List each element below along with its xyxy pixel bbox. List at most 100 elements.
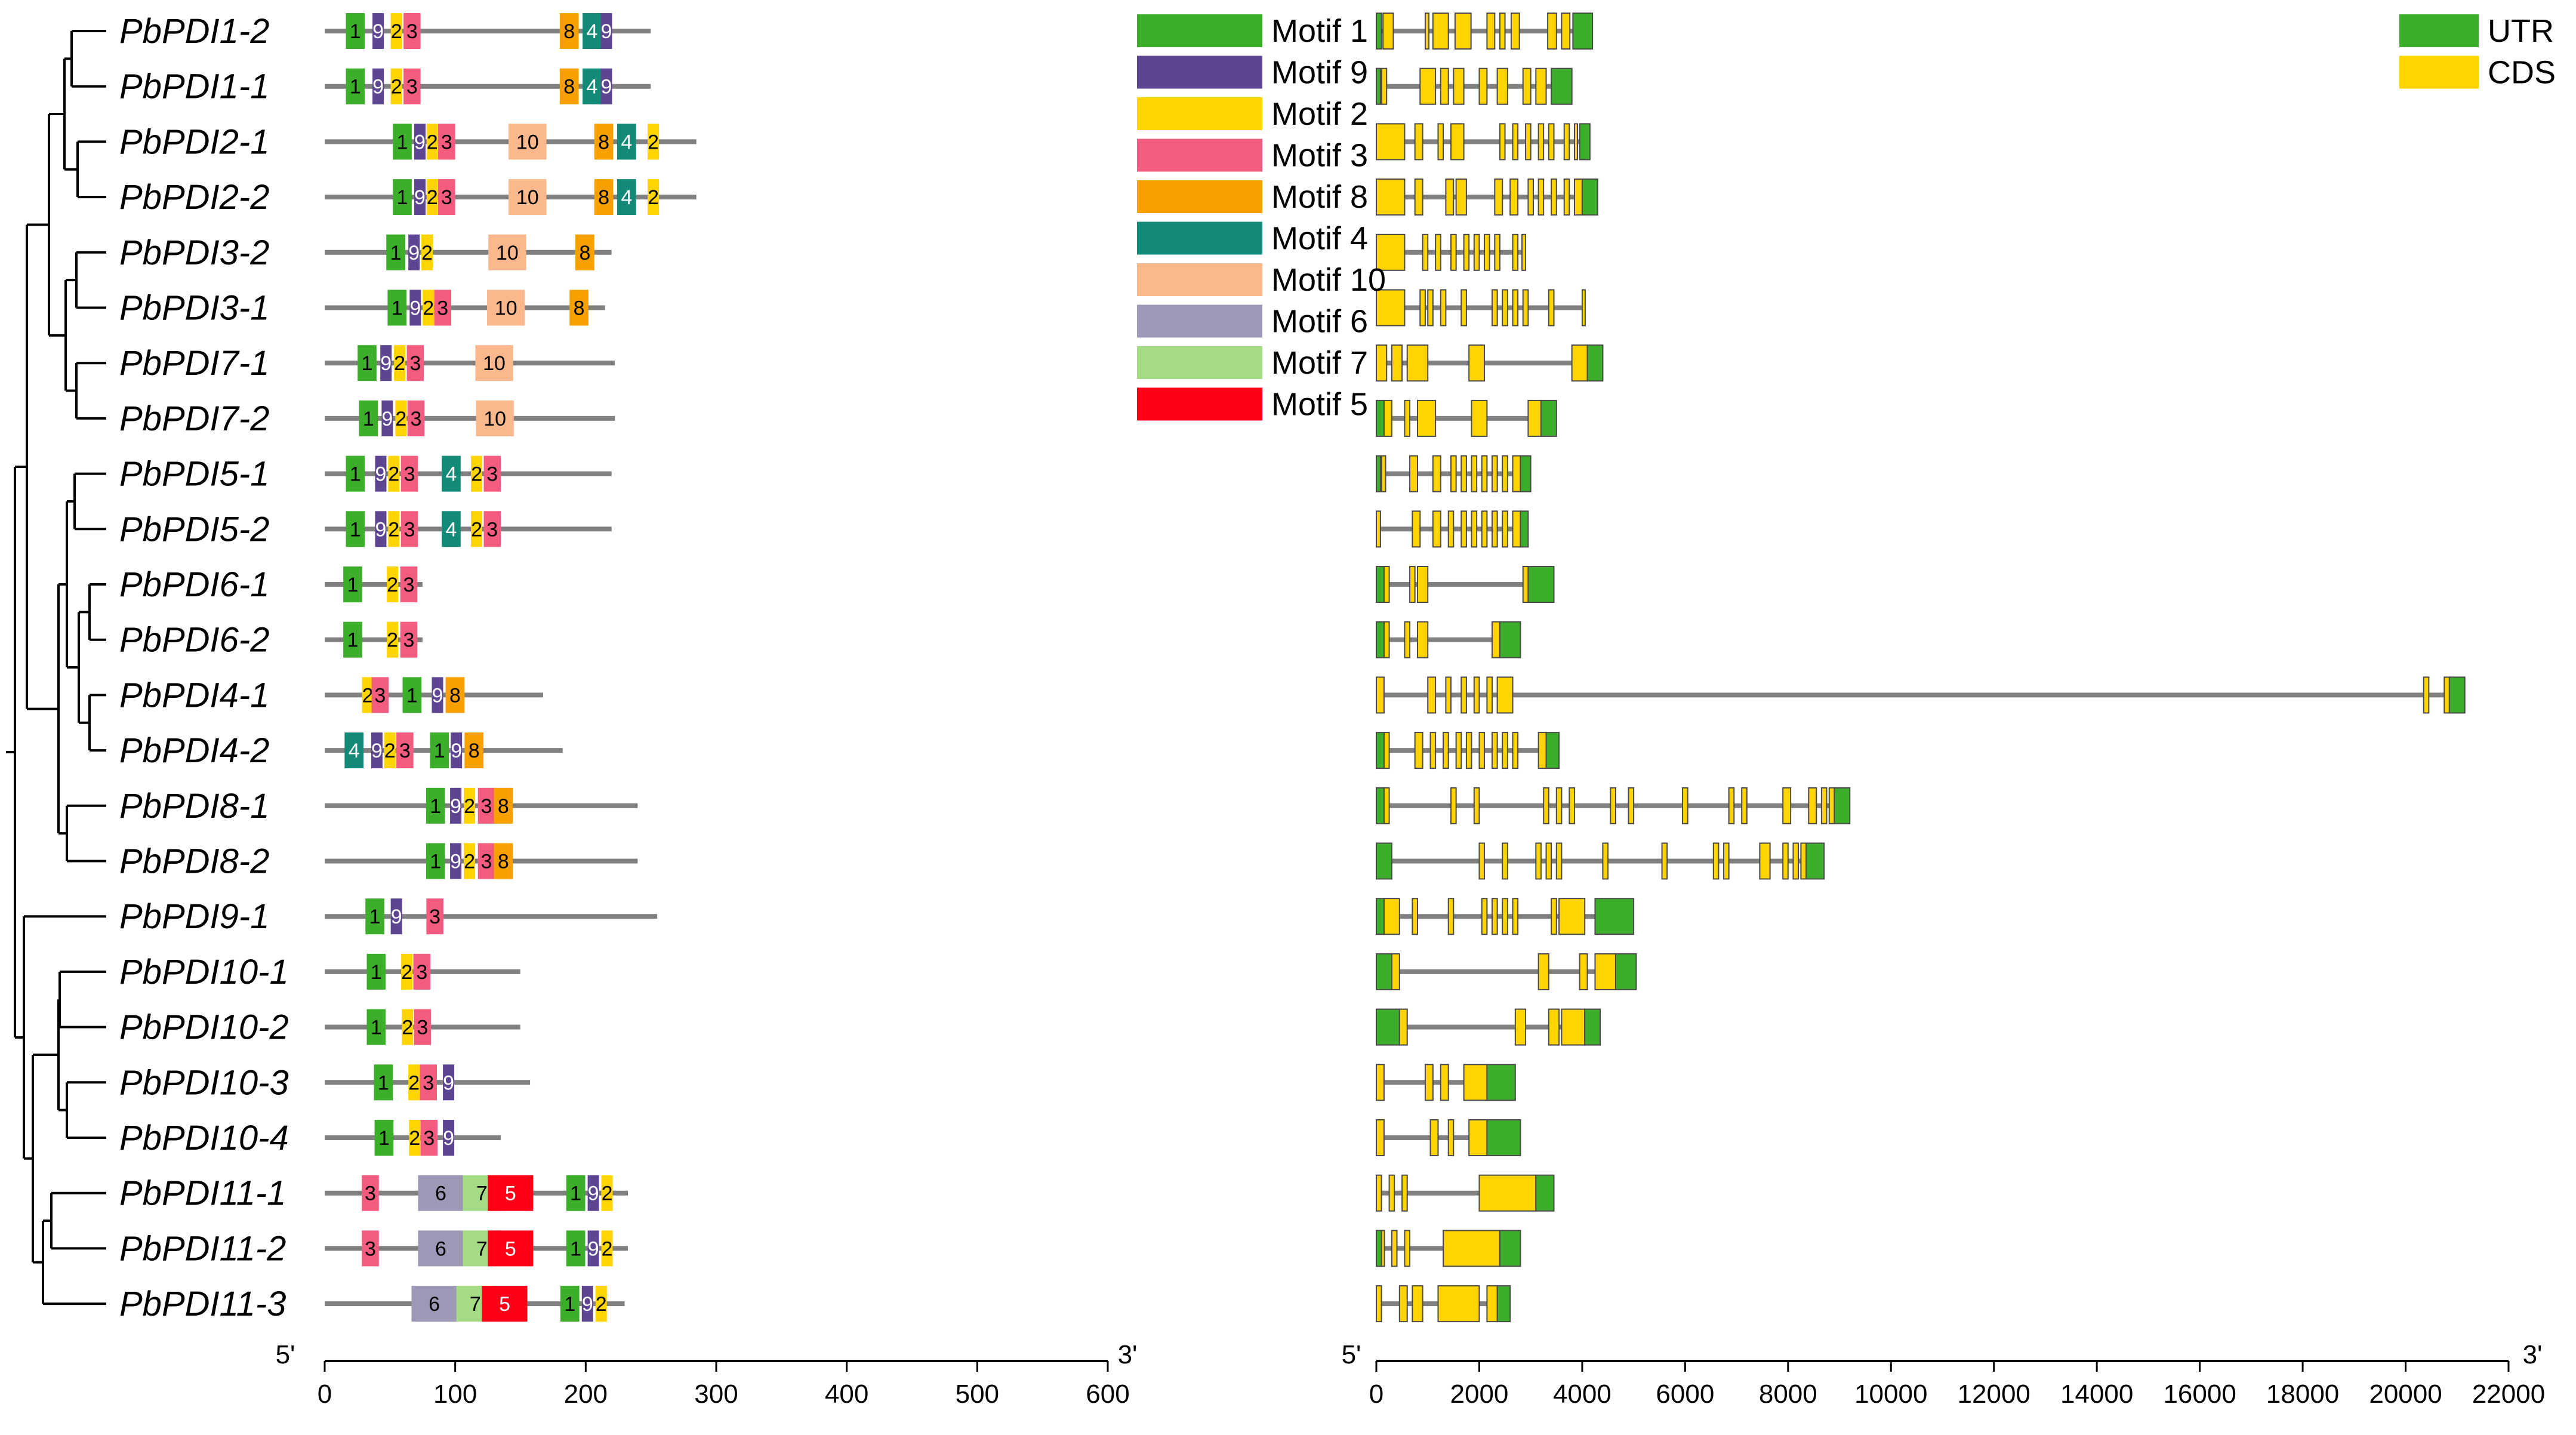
cds-block xyxy=(1376,1285,1382,1323)
gene-label: PbPDI11-2 xyxy=(119,1229,286,1268)
gene-axis-tick-label: 10000 xyxy=(1854,1379,1927,1409)
utr-block xyxy=(2448,676,2466,714)
motif-6-box xyxy=(418,1175,464,1211)
motif-number: 8 xyxy=(498,851,509,873)
motif-number: 5 xyxy=(499,1293,510,1316)
cds-block xyxy=(1471,399,1488,437)
motif-number: 2 xyxy=(427,186,438,209)
motif-3-box xyxy=(362,1230,379,1267)
motif-number: 4 xyxy=(586,76,597,98)
cds-block xyxy=(1427,289,1434,327)
motif-3-box xyxy=(414,1009,432,1045)
motif-number: 2 xyxy=(394,352,405,375)
motif-2-box xyxy=(601,1230,613,1267)
motif-3-box xyxy=(420,1120,438,1156)
motif-9-box xyxy=(600,13,612,49)
cds-block xyxy=(1412,1285,1423,1323)
cds-block xyxy=(1808,787,1817,824)
cds-block xyxy=(1512,289,1519,327)
cds-block xyxy=(1535,67,1547,105)
motif-number: 2 xyxy=(409,1127,420,1150)
motif-2-box xyxy=(390,68,402,104)
legend-label: Motif 4 xyxy=(1271,221,1368,257)
cds-block xyxy=(1383,787,1390,824)
utr-block xyxy=(1376,455,1381,492)
utr-block xyxy=(1520,455,1532,492)
gene-axis-tick-label: 4000 xyxy=(1553,1379,1611,1409)
motif-9-box xyxy=(587,1230,599,1267)
cds-block xyxy=(1383,732,1390,769)
motif-1-box xyxy=(386,234,405,270)
motif-number: 9 xyxy=(408,242,420,264)
cds-block xyxy=(1450,455,1457,492)
cds-block xyxy=(1460,510,1467,548)
motif-2-box xyxy=(464,787,476,824)
motif-3-box xyxy=(426,898,443,935)
cds-block xyxy=(1509,178,1519,216)
gene-label: PbPDI2-2 xyxy=(119,178,269,217)
motif-2-box xyxy=(648,179,660,215)
motif-6-box xyxy=(418,1230,464,1267)
motif-3-box xyxy=(400,511,418,547)
motif-1-box xyxy=(566,1230,586,1267)
utr-block xyxy=(1376,732,1385,769)
cds-block xyxy=(1512,510,1521,548)
utr-block xyxy=(1594,898,1635,935)
motif-number: 1 xyxy=(397,186,408,209)
gene-label: PbPDI3-2 xyxy=(119,233,269,272)
gene-label: PbPDI1-2 xyxy=(119,12,269,51)
motif-number: 9 xyxy=(409,297,421,320)
motif-number: 4 xyxy=(445,518,457,541)
motif-number: 3 xyxy=(365,1237,376,1260)
cds-block xyxy=(1548,123,1555,161)
motif-number: 1 xyxy=(406,684,418,707)
protein-axis-5prime: 5' xyxy=(276,1340,295,1369)
motif-1-box xyxy=(359,400,378,436)
motif-number: 7 xyxy=(470,1293,481,1316)
motif-1-box xyxy=(358,345,377,381)
utr-block xyxy=(1496,1285,1511,1323)
motif-number: 9 xyxy=(372,20,384,43)
cds-block xyxy=(1432,455,1441,492)
motif-number: 9 xyxy=(451,740,462,762)
motif-9-box xyxy=(380,345,392,381)
motif-10-box xyxy=(475,345,513,381)
motif-number: 2 xyxy=(423,297,434,320)
motif-number: 4 xyxy=(621,186,632,209)
cds-block xyxy=(1573,178,1583,216)
cds-block xyxy=(1427,676,1437,714)
cds-block xyxy=(1414,732,1423,769)
motif-number: 3 xyxy=(403,574,414,596)
motif-8-box xyxy=(559,13,579,49)
motif-number: 2 xyxy=(395,408,406,430)
gene-label: PbPDI8-1 xyxy=(119,787,269,826)
motif-number: 9 xyxy=(371,740,383,762)
motif-9-box xyxy=(432,677,443,713)
cds-block xyxy=(1381,455,1386,492)
cds-block xyxy=(1473,233,1480,271)
motif-number: 3 xyxy=(441,131,452,153)
motif-number: 1 xyxy=(570,1237,581,1260)
cds-block xyxy=(1512,233,1519,271)
motif-9-box xyxy=(450,843,462,879)
gene-axis-tick-label: 14000 xyxy=(2060,1379,2133,1409)
cds-block xyxy=(1388,1174,1395,1212)
motif-number: 8 xyxy=(563,76,575,98)
motif-9-box xyxy=(581,1286,593,1322)
gene-label: PbPDI10-2 xyxy=(119,1008,289,1047)
motif-8-box xyxy=(594,179,614,215)
motif-number: 9 xyxy=(375,463,386,486)
cds-block xyxy=(1412,510,1421,548)
motif-1-box xyxy=(365,898,384,935)
motif-1-box xyxy=(566,1175,586,1211)
cds-block xyxy=(1496,67,1508,105)
motif-1-box xyxy=(366,953,386,990)
gene-axis-tick-label: 22000 xyxy=(2472,1379,2545,1409)
motif-number: 1 xyxy=(564,1293,575,1316)
cds-block xyxy=(1414,178,1423,216)
protein-length-axis: 5' 3' 0 100 200 300 400 500 600 xyxy=(276,1340,1138,1409)
cds-block xyxy=(1383,566,1390,603)
motif-2-box xyxy=(595,1286,607,1322)
gene-label: PbPDI4-1 xyxy=(119,676,269,715)
motif-2-box xyxy=(426,124,438,160)
